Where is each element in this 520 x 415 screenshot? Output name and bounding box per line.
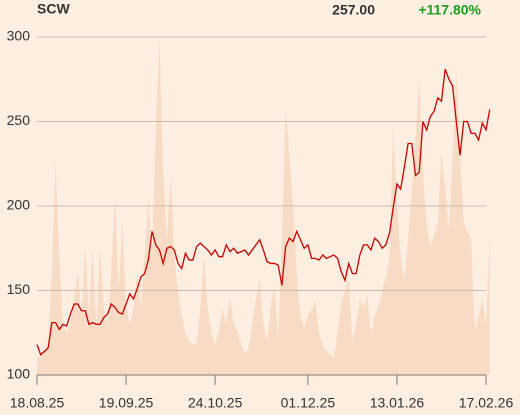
y-tick-label: 300 (7, 28, 31, 44)
y-tick-label: 200 (7, 197, 31, 213)
chart-title: SCW (37, 1, 70, 17)
x-tick-label: 19.09.25 (99, 395, 154, 411)
x-tick-label: 24.10.25 (188, 395, 243, 411)
x-tick-label: 13.01.26 (370, 395, 425, 411)
x-tick-label: 17.02.26 (459, 395, 514, 411)
x-tick-label: 01.12.25 (281, 395, 336, 411)
change: +117.80% (418, 2, 481, 18)
price-line (36, 68, 491, 356)
y-tick-label: 250 (7, 112, 31, 128)
price: 257.00 (332, 2, 375, 18)
y-tick-label: 100 (7, 366, 31, 382)
volume-area (37, 40, 490, 375)
y-tick-label: 150 (7, 281, 31, 297)
x-tick-label: 18.08.25 (10, 395, 65, 411)
